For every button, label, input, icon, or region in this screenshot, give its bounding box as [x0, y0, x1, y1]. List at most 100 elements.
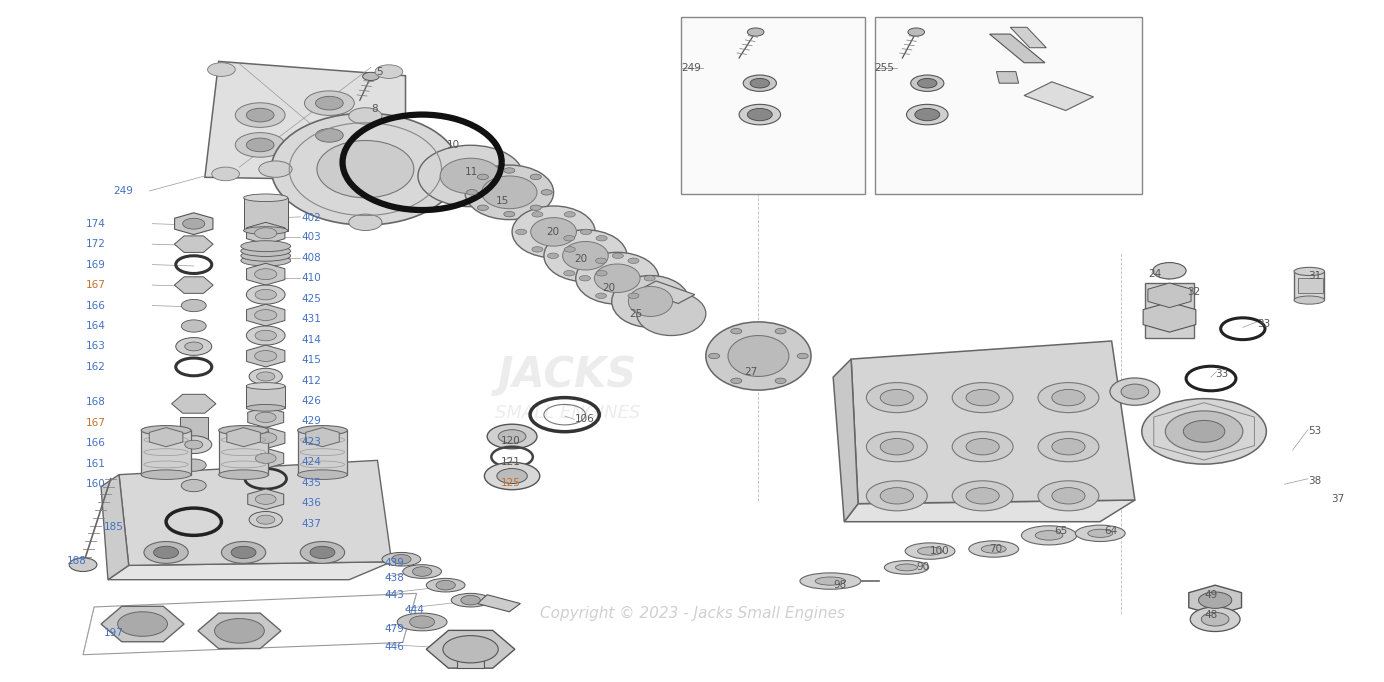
Circle shape	[255, 228, 277, 239]
Circle shape	[255, 432, 277, 443]
Polygon shape	[246, 304, 285, 326]
Circle shape	[530, 174, 541, 179]
Circle shape	[580, 229, 591, 235]
Circle shape	[443, 636, 498, 663]
Circle shape	[531, 247, 543, 252]
Polygon shape	[174, 236, 213, 252]
Circle shape	[907, 104, 948, 125]
Circle shape	[255, 494, 275, 505]
Text: 125: 125	[501, 478, 520, 488]
Ellipse shape	[918, 547, 943, 555]
Circle shape	[255, 351, 277, 361]
Ellipse shape	[1035, 531, 1063, 540]
Text: 70: 70	[990, 544, 1002, 554]
Polygon shape	[246, 222, 285, 244]
Polygon shape	[1024, 82, 1093, 110]
Text: 167: 167	[86, 418, 105, 428]
Text: 439: 439	[385, 558, 404, 567]
Circle shape	[1190, 607, 1240, 632]
Ellipse shape	[531, 218, 576, 246]
Circle shape	[866, 383, 927, 413]
Ellipse shape	[241, 246, 291, 256]
Circle shape	[548, 253, 559, 258]
Polygon shape	[851, 341, 1135, 503]
Polygon shape	[1143, 302, 1196, 332]
Ellipse shape	[482, 176, 537, 209]
Circle shape	[392, 554, 411, 564]
Circle shape	[436, 580, 455, 590]
Text: 24: 24	[1149, 269, 1163, 279]
Polygon shape	[248, 407, 284, 428]
Ellipse shape	[628, 286, 673, 316]
Bar	[1298, 278, 1323, 293]
Circle shape	[1153, 263, 1186, 279]
Circle shape	[563, 235, 574, 241]
Circle shape	[1038, 432, 1099, 462]
Circle shape	[966, 439, 999, 455]
Text: 410: 410	[302, 273, 321, 283]
Circle shape	[255, 289, 277, 300]
Ellipse shape	[728, 336, 789, 376]
Text: 121: 121	[501, 458, 520, 467]
Text: 408: 408	[302, 253, 321, 263]
Ellipse shape	[219, 426, 268, 435]
Circle shape	[235, 103, 285, 128]
Text: 31: 31	[1308, 271, 1322, 281]
Ellipse shape	[895, 564, 918, 571]
Polygon shape	[1147, 283, 1192, 308]
Circle shape	[541, 190, 552, 195]
Ellipse shape	[244, 226, 288, 235]
Text: 162: 162	[86, 362, 105, 372]
Polygon shape	[227, 428, 260, 447]
Text: 160: 160	[86, 479, 105, 489]
Text: Copyright © 2023 - Jacks Small Engines: Copyright © 2023 - Jacks Small Engines	[540, 606, 844, 621]
Text: 48: 48	[1204, 610, 1218, 620]
Circle shape	[709, 353, 720, 359]
Text: 5: 5	[376, 67, 383, 76]
Circle shape	[597, 271, 608, 276]
Circle shape	[477, 174, 489, 179]
Circle shape	[915, 108, 940, 121]
Ellipse shape	[403, 565, 441, 578]
Circle shape	[154, 546, 179, 559]
Circle shape	[731, 329, 742, 334]
Text: 444: 444	[404, 606, 424, 615]
Circle shape	[255, 412, 275, 423]
Bar	[681, 17, 865, 194]
Polygon shape	[174, 213, 213, 235]
Polygon shape	[990, 34, 1045, 63]
Circle shape	[255, 453, 275, 464]
Text: 174: 174	[86, 219, 105, 228]
Circle shape	[595, 293, 606, 299]
Circle shape	[504, 211, 515, 217]
Ellipse shape	[1021, 526, 1077, 545]
Ellipse shape	[981, 545, 1006, 553]
Circle shape	[628, 258, 639, 263]
Circle shape	[249, 512, 282, 528]
Circle shape	[176, 338, 212, 355]
Text: 446: 446	[385, 642, 404, 651]
Polygon shape	[1010, 27, 1046, 48]
Ellipse shape	[246, 404, 285, 411]
Circle shape	[235, 133, 285, 158]
Circle shape	[743, 75, 776, 91]
Circle shape	[300, 542, 345, 563]
Circle shape	[612, 253, 623, 258]
Text: 431: 431	[302, 314, 321, 324]
Text: 32: 32	[1187, 287, 1201, 297]
Text: 426: 426	[302, 396, 321, 406]
Ellipse shape	[241, 250, 291, 261]
Circle shape	[246, 138, 274, 152]
Ellipse shape	[244, 194, 288, 202]
Circle shape	[256, 372, 275, 381]
Circle shape	[371, 167, 399, 181]
Circle shape	[628, 293, 639, 299]
Ellipse shape	[241, 255, 291, 266]
Bar	[875, 17, 1142, 194]
Circle shape	[183, 218, 205, 229]
Circle shape	[516, 229, 527, 235]
Circle shape	[185, 342, 203, 351]
Text: 424: 424	[302, 458, 321, 467]
Text: 403: 403	[302, 233, 321, 242]
Ellipse shape	[576, 252, 659, 304]
